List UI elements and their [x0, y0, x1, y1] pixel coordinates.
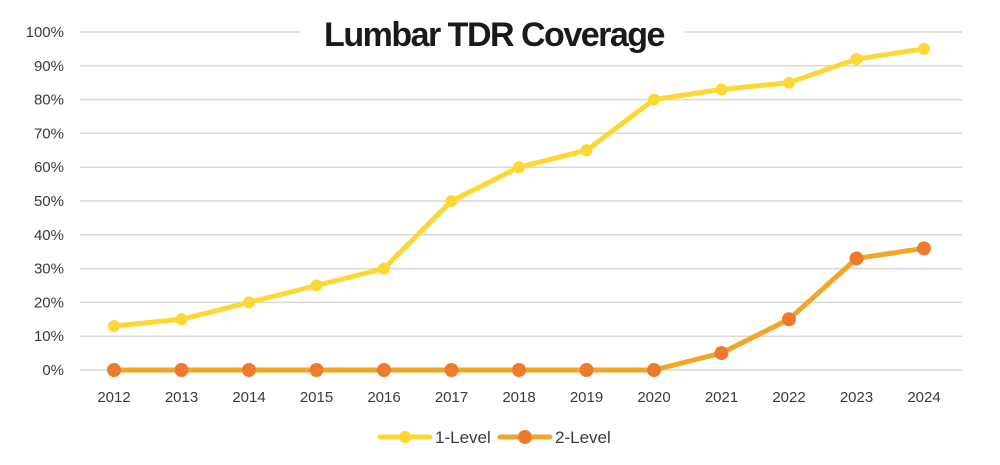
y-tick-label: 0%	[42, 362, 64, 379]
legend-swatch-marker	[518, 430, 532, 444]
data-point	[579, 363, 594, 377]
x-tick-label: 2022	[772, 389, 805, 406]
y-tick-label: 10%	[34, 328, 64, 345]
y-tick-label: 30%	[34, 261, 64, 278]
data-point	[377, 363, 391, 377]
data-point	[445, 195, 458, 207]
x-tick-label: 2024	[907, 389, 940, 406]
x-tick-label: 2012	[97, 389, 130, 406]
data-point	[850, 53, 863, 66]
data-point	[648, 93, 660, 106]
x-tick-label: 2015	[300, 389, 333, 406]
x-tick-label: 2020	[637, 389, 670, 406]
series-1-level	[108, 42, 930, 333]
x-tick-label: 2019	[570, 389, 603, 406]
x-tick-label: 2017	[435, 389, 468, 406]
data-point	[580, 144, 593, 157]
data-point	[107, 363, 121, 377]
series	[107, 42, 931, 377]
data-point	[174, 363, 189, 377]
x-tick-label: 2018	[502, 389, 535, 406]
y-tick-label: 40%	[34, 227, 64, 244]
legend-item: 1-Level	[377, 428, 491, 447]
data-point	[242, 363, 256, 377]
x-tick-label: 2016	[367, 389, 400, 406]
data-point	[917, 241, 931, 256]
x-tick-label: 2013	[165, 389, 198, 406]
legend-label: 1-Level	[435, 428, 491, 447]
x-tick-label: 2023	[840, 389, 873, 406]
data-point	[513, 161, 525, 174]
legend: 1-Level 2-Level	[377, 428, 611, 447]
y-tick-label: 20%	[34, 294, 64, 311]
data-point	[444, 363, 459, 377]
data-point	[108, 320, 120, 333]
data-point	[849, 251, 864, 266]
y-tick-label: 50%	[34, 193, 64, 210]
y-axis-ticks: 0% 10% 20% 30% 40% 50% 60% 70% 80% 90% 100%	[26, 24, 64, 379]
data-point	[715, 83, 728, 96]
data-point	[647, 363, 661, 377]
data-point	[243, 296, 255, 309]
x-tick-label: 2021	[705, 389, 738, 406]
data-point	[310, 279, 323, 292]
series-line	[111, 46, 927, 329]
data-point	[714, 346, 729, 361]
data-point	[175, 313, 188, 326]
chart-title: Lumbar TDR Coverage	[324, 16, 664, 54]
legend-item: 2-Level	[497, 428, 611, 447]
legend-label: 2-Level	[555, 428, 611, 447]
series-line	[111, 245, 927, 373]
series-2-level	[107, 241, 931, 377]
title-background	[300, 8, 685, 54]
data-point	[512, 363, 526, 377]
data-point	[782, 312, 796, 327]
y-tick-label: 60%	[34, 159, 64, 176]
legend-swatch-marker	[399, 431, 411, 443]
gridlines	[80, 31, 962, 371]
data-point	[378, 262, 390, 275]
data-point	[918, 42, 930, 55]
data-point	[309, 363, 324, 377]
y-tick-label: 80%	[34, 92, 64, 109]
x-tick-label: 2014	[232, 389, 265, 406]
y-tick-label: 90%	[34, 58, 64, 75]
y-tick-label: 100%	[26, 24, 64, 41]
data-point	[783, 76, 795, 89]
y-tick-label: 70%	[34, 125, 64, 142]
x-axis-ticks: 2012 2013 2014 2015 2016 2017 2018 2019 2020 2021…	[97, 389, 940, 406]
